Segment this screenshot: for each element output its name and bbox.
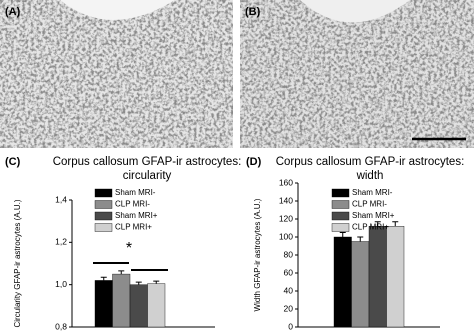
legend-swatch: [94, 211, 113, 221]
legend-swatch: [94, 188, 113, 198]
error-bar: [339, 232, 346, 237]
micrograph-a: (A): [0, 0, 233, 148]
bar: [129, 284, 148, 328]
micrograph-b: (B): [240, 0, 474, 148]
y-tick-label: 120: [279, 213, 293, 223]
y-tick-label: 60: [284, 267, 294, 277]
bar: [333, 236, 352, 328]
error-bar: [357, 236, 364, 242]
bar: [386, 225, 405, 328]
legend-label: CLP MRI+: [352, 223, 389, 232]
y-tick-label: 1,4: [55, 194, 67, 204]
error-bar: [392, 221, 399, 227]
bar: [94, 280, 113, 328]
y-tick-label: 1,0: [55, 279, 67, 289]
significance-star: *: [126, 240, 132, 257]
chart-title: Corpus callosum GFAP-ir astrocytes:: [276, 156, 465, 168]
error-bar: [374, 221, 381, 227]
legend-label: Sham MRI-: [115, 188, 156, 197]
y-tick-label: 100: [279, 231, 293, 241]
y-tick-label: 0,8: [55, 321, 67, 331]
legend-swatch: [331, 223, 350, 232]
legend-swatch: [331, 200, 350, 209]
panel-label: (C): [5, 156, 21, 168]
legend-swatch: [94, 223, 113, 232]
y-tick-label: 80: [284, 249, 294, 259]
bar: [147, 283, 166, 328]
legend-label: CLP MRI-: [352, 200, 387, 209]
bar: [112, 273, 131, 328]
legend-label: Sham MRI-: [352, 188, 393, 197]
chart-title: width: [356, 170, 384, 182]
legend-label: CLP MRI-: [115, 200, 150, 209]
bar: [351, 241, 370, 328]
legend-label: CLP MRI+: [115, 223, 152, 232]
panel-label: (B): [245, 6, 261, 18]
legend-label: Sham MRI+: [352, 211, 395, 220]
legend-swatch: [94, 200, 113, 209]
legend-label: Sham MRI+: [115, 211, 158, 220]
y-tick-label: 40: [284, 285, 294, 295]
panel-label: (A): [5, 6, 21, 18]
bar: [368, 225, 387, 328]
legend-swatch: [331, 188, 350, 198]
legend-swatch: [331, 211, 350, 221]
significance: *: [93, 240, 168, 271]
error-bar: [118, 270, 125, 275]
y-tick-label: 160: [279, 177, 293, 187]
y-tick-label: 140: [279, 195, 293, 205]
y-tick-label: 20: [284, 303, 294, 313]
error-bar: [100, 276, 107, 281]
y-tick-label: 0: [288, 321, 293, 331]
panel-label: (D): [246, 156, 262, 168]
y-tick-label: 1,2: [55, 237, 67, 247]
chart-title: Corpus callosum GFAP-ir astrocytes:: [53, 156, 242, 168]
error-bar: [153, 280, 160, 284]
y-axis-label: Circularity GFAP-ir astrocytes (A.U.): [13, 199, 22, 327]
error-bar: [135, 281, 142, 285]
chart-title: circularity: [123, 170, 172, 182]
y-axis-label: Width GFAP-ir astrocytes (A.U.): [253, 198, 262, 311]
